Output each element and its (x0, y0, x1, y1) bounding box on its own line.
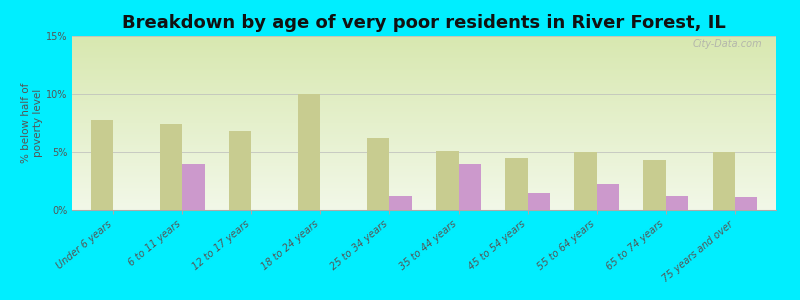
Bar (574, 152, 597, 210)
Bar (643, 160, 666, 210)
Y-axis label: % below half of
poverty level: % below half of poverty level (22, 83, 43, 163)
Bar (713, 152, 734, 210)
Bar (390, 196, 411, 210)
Bar (734, 197, 757, 210)
Bar (458, 164, 481, 210)
Bar (298, 94, 321, 210)
Bar (367, 138, 390, 210)
Bar (230, 131, 251, 210)
Bar (182, 164, 205, 210)
Title: Breakdown by age of very poor residents in River Forest, IL: Breakdown by age of very poor residents … (122, 14, 726, 32)
Bar (597, 184, 618, 210)
Bar (666, 196, 688, 210)
Text: City-Data.com: City-Data.com (692, 40, 762, 50)
Bar (91, 119, 114, 210)
Bar (160, 124, 182, 210)
Bar (527, 193, 550, 210)
Bar (506, 158, 527, 210)
Bar (437, 151, 458, 210)
